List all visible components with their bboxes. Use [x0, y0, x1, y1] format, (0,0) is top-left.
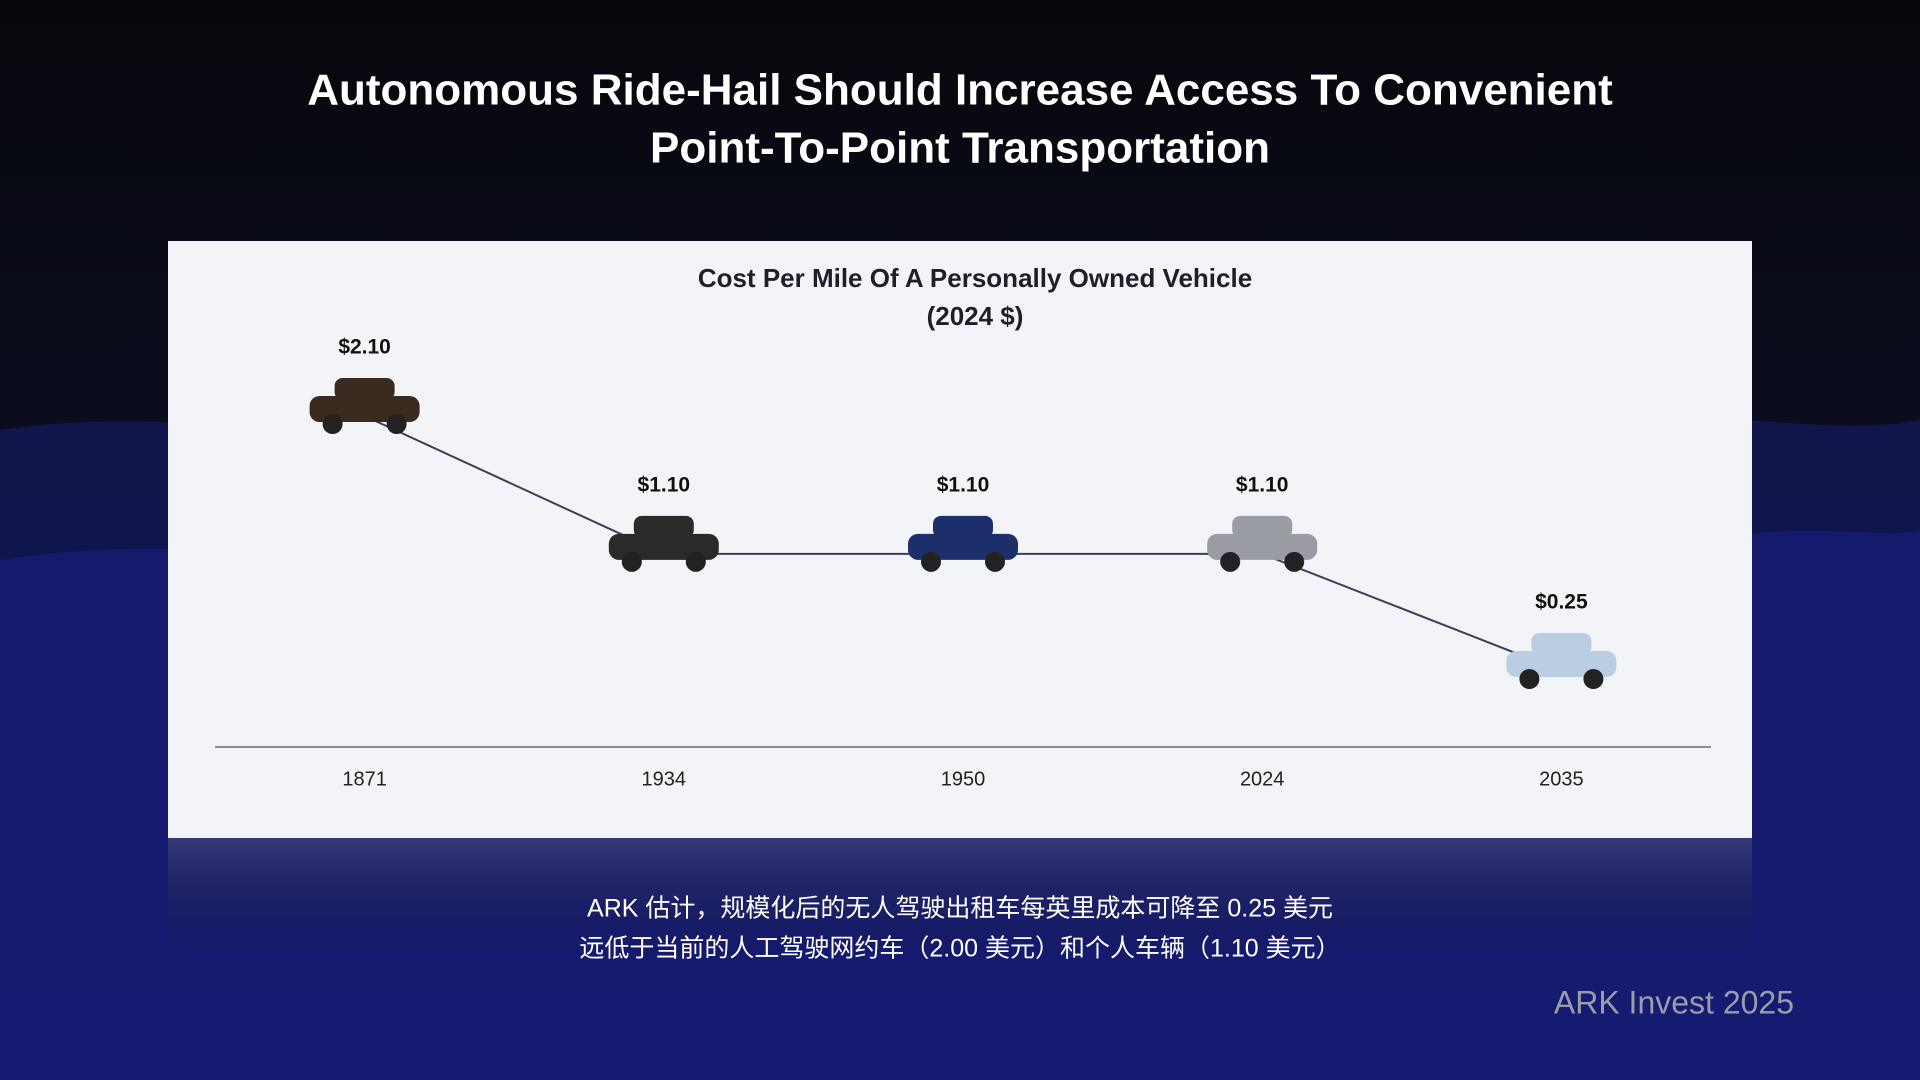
- x-tick-label: 1950: [941, 768, 986, 790]
- plot: $2.10 1871 $1.10 1934 $1.10 1950 $1.10 2024 $0.2…: [309, 336, 1617, 790]
- panel-reflection: [168, 838, 1752, 958]
- wheel: [386, 414, 407, 434]
- vehicle-cabin: [933, 515, 993, 538]
- vehicle-marker: [908, 515, 1018, 572]
- value-label: $1.10: [937, 473, 990, 496]
- wheel: [1220, 551, 1241, 572]
- x-tick-label: 2024: [1240, 768, 1285, 790]
- chart-title: Cost Per Mile Of A Personally Owned Vehi…: [698, 263, 1252, 293]
- wheel: [985, 551, 1005, 572]
- x-tick-label: 2035: [1539, 768, 1584, 790]
- vehicle-cabin: [1232, 515, 1293, 538]
- vehicle-cabin: [633, 515, 694, 538]
- wheel: [322, 414, 343, 434]
- wheel: [685, 551, 706, 572]
- vehicle-marker: [309, 378, 420, 434]
- value-label: $1.10: [1236, 473, 1289, 496]
- wheel: [1583, 669, 1604, 689]
- caption: 远低于当前的人工驾驶网约车（2.00 美元）和个人车辆（1.10 美元）: [579, 935, 1340, 963]
- vehicle-marker: [608, 515, 719, 572]
- wheel: [1519, 669, 1540, 689]
- slide-title: Point-To-Point Transportation: [650, 124, 1270, 173]
- wheel: [1284, 551, 1305, 572]
- wheel: [921, 551, 941, 572]
- value-label: $1.10: [638, 473, 691, 496]
- vehicle-cabin: [1531, 633, 1592, 655]
- slide-title: Autonomous Ride-Hail Should Increase Acc…: [307, 66, 1613, 115]
- x-tick-label: 1934: [642, 768, 687, 790]
- wheel: [621, 551, 642, 572]
- value-label: $0.25: [1535, 591, 1588, 614]
- caption: ARK 估计，规模化后的无人驾驶出租车每英里成本可降至 0.25 美元: [587, 895, 1333, 923]
- source: ARK Invest 2025: [1554, 984, 1794, 1020]
- value-label: $2.10: [338, 336, 391, 359]
- vehicle-cabin: [334, 378, 395, 400]
- vehicle-marker: [1506, 633, 1617, 689]
- vehicle-marker: [1207, 515, 1318, 572]
- x-tick-label: 1871: [342, 768, 387, 790]
- chart-subtitle: (2024 $): [927, 301, 1024, 331]
